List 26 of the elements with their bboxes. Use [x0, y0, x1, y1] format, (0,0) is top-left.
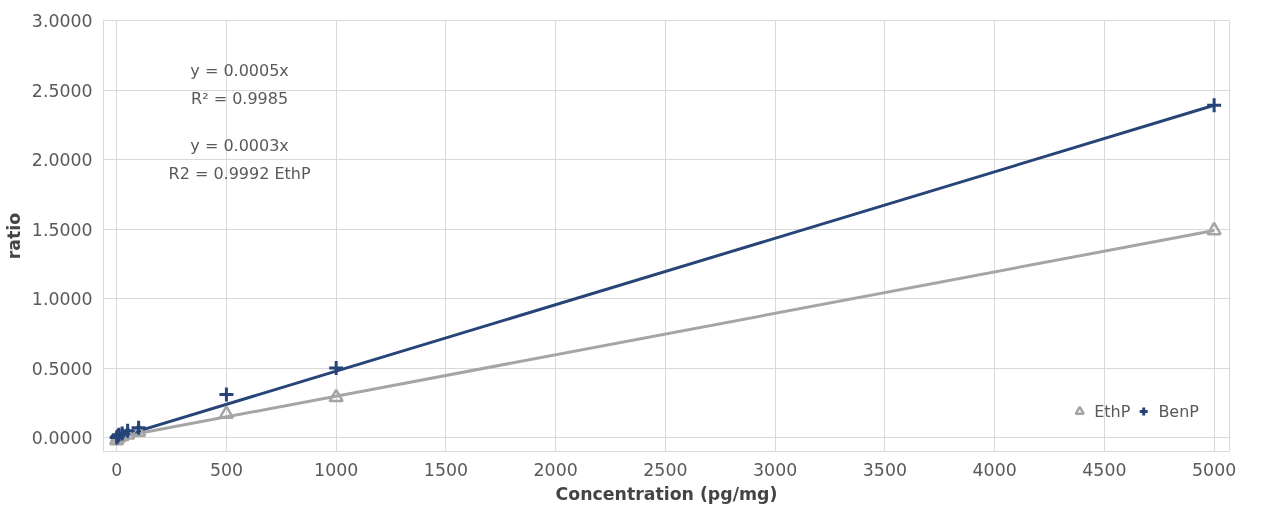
x-tick-label: 4000 [972, 459, 1017, 480]
annotation: R² = 0.9985 [191, 88, 289, 108]
legend-label: BenP [1158, 401, 1199, 421]
legend-label: EthP [1094, 401, 1131, 421]
x-tick-label: 2500 [643, 459, 688, 480]
y-tick-label: 1.0000 [31, 289, 93, 310]
annotation: R2 = 0.9992 EthP [168, 163, 311, 183]
x-tick-label: 500 [209, 459, 243, 480]
x-tick-label: 5000 [1192, 459, 1237, 480]
y-tick-label: 3.0000 [31, 11, 93, 31]
y-tick-label: 0.5000 [31, 358, 93, 379]
x-tick-label: 2000 [533, 459, 578, 480]
y-tick-label: 0.0000 [31, 428, 93, 449]
x-tick-label: 4500 [1082, 459, 1127, 480]
x-axis-title: Concentration (pg/mg) [555, 483, 778, 504]
y-tick-label: 2.5000 [31, 80, 93, 101]
x-tick-label: 1500 [423, 459, 468, 480]
x-tick-label: 3000 [753, 459, 798, 480]
y-tick-label: 2.0000 [31, 150, 93, 171]
annotation: y = 0.0005x [190, 61, 289, 81]
y-axis-title: ratio [3, 212, 24, 260]
x-tick-label: 3500 [862, 459, 907, 480]
annotation: y = 0.0003x [190, 136, 289, 156]
x-tick-label: 0 [111, 459, 123, 480]
x-tick-label: 1000 [314, 459, 359, 480]
y-tick-label: 1.5000 [31, 219, 93, 240]
